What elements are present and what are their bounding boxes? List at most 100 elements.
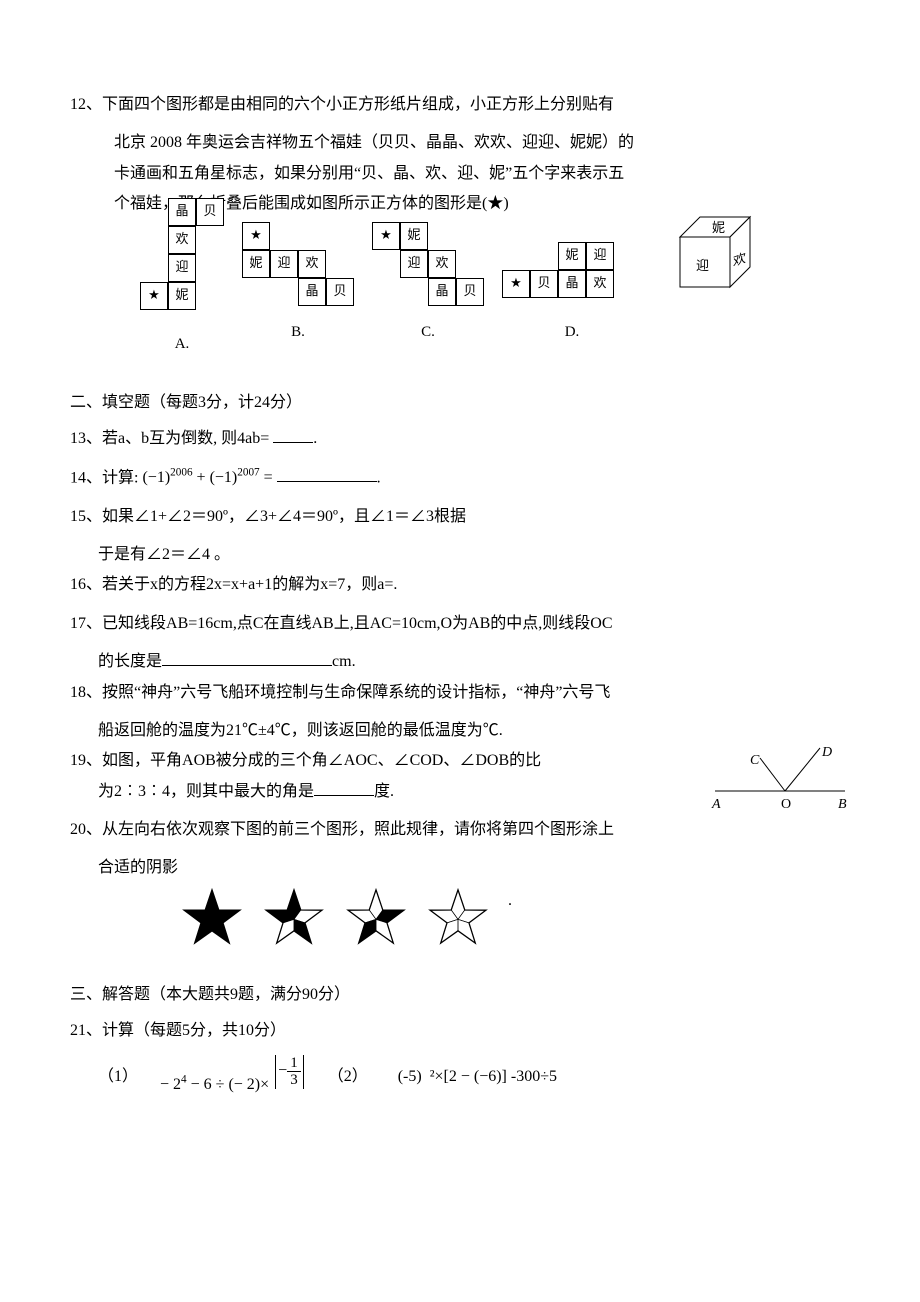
q19-num: 19、 [70, 752, 102, 769]
cell: ★ [242, 222, 270, 250]
eq: = [260, 469, 277, 486]
q13-num: 13、 [70, 430, 102, 447]
q18-l2: 船返回舱的温度为21℃±4℃，则该返回舱的最低温度为℃. [70, 716, 850, 746]
q19: 19、如图，平角AOB被分成的三个角∠AOC、∠COD、∠DOB的比 为2︰3︰… [70, 746, 850, 807]
p2-expr: (-5) ²×[2 − (−6)] -300÷5 [390, 1062, 557, 1092]
q16: 16、若关于x的方程2x=x+a+1的解为x=7，则a=. [70, 570, 850, 600]
section3-title: 三、解答题（本大题共9题，满分90分） [70, 980, 850, 1010]
q19-l1: 如图，平角AOB被分成的三个角∠AOC、∠COD、∠DOB的比 [102, 752, 541, 769]
p1b: − 6 ÷ (− 2)× [187, 1076, 274, 1093]
q13: 13、若a、b互为倒数, 则4ab= . [70, 424, 850, 454]
blank [314, 779, 374, 796]
lbl-A: A [712, 792, 721, 819]
q19-l2a: 为2︰3︰4，则其中最大的角是 [98, 783, 314, 800]
cell: 欢 [428, 250, 456, 278]
q14: 14、计算: (−1)2006 + (−1)2007 = . [70, 463, 850, 494]
cell: ★ [502, 270, 530, 298]
abs-bar [303, 1055, 304, 1089]
section2-title: 二、填空题（每题3分，计24分） [70, 388, 850, 418]
cell: 贝 [456, 278, 484, 306]
cell: 迎 [270, 250, 298, 278]
q20-row2: 合适的阴影 [70, 853, 850, 883]
cube-front: 迎 [696, 254, 709, 279]
q18-l1: 按照“神舟”六号飞船环境控制与生命保障系统的设计指标，“神舟”六号飞 [102, 684, 610, 701]
q17-row2: 的长度是 cm. [70, 647, 850, 677]
blank [273, 426, 313, 443]
q15-l1: 如果∠1+∠2＝90º，∠3+∠4＝90º，且∠1＝∠3根据 [102, 508, 466, 525]
net-a: 晶 贝 欢 迎 ★ 妮 A. [140, 212, 224, 359]
cell: 妮 [168, 282, 196, 310]
cell: ★ [372, 222, 400, 250]
cube: 妮 迎 欢 [660, 212, 770, 302]
q17-l1: 已知线段AB=16cm,点C在直线AB上,且AC=10cm,O为AB的中点,则线… [102, 615, 613, 632]
cell: 晶 [298, 278, 326, 306]
cell: 晶 [168, 198, 196, 226]
q20-dot: . [508, 886, 512, 916]
cell: 迎 [400, 250, 428, 278]
cell: 晶 [558, 270, 586, 298]
exp2: 2007 [237, 467, 259, 479]
q14-num: 14、 [70, 469, 102, 486]
star-1 [180, 886, 244, 950]
lhs: (−1) [142, 469, 170, 486]
q21-parts: （1） − 24 − 6 ÷ (− 2)× − 1 3 （2） (-5) ²×[… [70, 1055, 850, 1100]
q20: 20、从左向右依次观察下图的前三个图形，照此规律，请你将第四个图形涂上 [70, 815, 850, 845]
cell: 贝 [530, 270, 558, 298]
star-4 [426, 886, 490, 950]
cell: 妮 [242, 250, 270, 278]
q12-num: 12、 [70, 96, 102, 113]
q14-a: 计算: [102, 469, 138, 486]
lbl-D: D [822, 740, 832, 767]
label-d: D. [565, 318, 580, 347]
cell: 欢 [298, 250, 326, 278]
star-2 [262, 886, 326, 950]
q13-b: . [313, 430, 317, 447]
net-c: ★ 妮 迎 欢 晶 贝 C. [372, 212, 484, 347]
blank [162, 649, 332, 666]
q17-unit: cm. [332, 653, 356, 670]
stars-row: . [70, 886, 850, 950]
cell: 妮 [400, 222, 428, 250]
q14-end: . [377, 469, 381, 486]
q20-l1: 从左向右依次观察下图的前三个图形，照此规律，请你将第四个图形涂上 [102, 821, 614, 838]
q15-num: 15、 [70, 508, 102, 525]
net-d: 妮 迎 ★ 贝 晶 欢 D. [502, 212, 642, 347]
p2-label: （2） [328, 1062, 368, 1092]
q12-line1: 下面四个图形都是由相同的六个小正方形纸片组成，小正方形上分别贴有 [102, 96, 614, 113]
lbl-O: O [781, 792, 791, 819]
abs-bar [275, 1055, 276, 1089]
q12-line3: 卡通画和五角星标志，如果分别用“贝、晶、欢、迎、妮”五个字来表示五 [70, 159, 850, 189]
q13-a: 若a、b互为倒数, 则4ab= [102, 430, 273, 447]
cell: 贝 [196, 198, 224, 226]
q15-l2: 于是有∠2＝∠4 。 [70, 540, 850, 570]
q17-l2: 的长度是 [98, 653, 162, 670]
q16-t: 若关于x的方程2x=x+a+1的解为x=7，则a=. [102, 576, 397, 593]
p1-expr: − 24 − 6 ÷ (− 2)× − 1 3 [160, 1055, 306, 1100]
cube-right: 欢 [733, 245, 746, 274]
label-c: C. [421, 318, 435, 347]
net-b: ★ 妮 迎 欢 晶 贝 B. [242, 212, 354, 347]
cell: 迎 [168, 254, 196, 282]
q16-num: 16、 [70, 576, 102, 593]
q21: 21、计算（每题5分，共10分） [70, 1016, 850, 1046]
cell: 迎 [586, 242, 614, 270]
cube-top: 妮 [712, 216, 725, 241]
cell: 妮 [558, 242, 586, 270]
q12: 12、下面四个图形都是由相同的六个小正方形纸片组成，小正方形上分别贴有 [70, 90, 850, 120]
q14-expr: (−1)2006 + (−1)2007 = [142, 469, 276, 486]
label-a: A. [175, 330, 190, 359]
cell: 晶 [428, 278, 456, 306]
q21-title: 计算（每题5分，共10分） [102, 1022, 286, 1039]
q12-line2: 北京 2008 年奥运会吉祥物五个福娃（贝贝、晶晶、欢欢、迎迎、妮妮）的 [70, 128, 850, 158]
q17-num: 17、 [70, 615, 102, 632]
q12-nets: 晶 贝 欢 迎 ★ 妮 A. ★ 妮 迎 欢 晶 贝 B. ★ 妮 迎 欢 晶 … [70, 212, 850, 359]
cell: 贝 [326, 278, 354, 306]
q19-row2: 为2︰3︰4，则其中最大的角是度. [70, 777, 710, 807]
q21-num: 21、 [70, 1022, 102, 1039]
cell: 欢 [168, 226, 196, 254]
lbl-B: B [838, 792, 847, 819]
cell: 欢 [586, 270, 614, 298]
q20-num: 20、 [70, 821, 102, 838]
plus: + [193, 469, 210, 486]
p1a: − 2 [160, 1076, 181, 1093]
